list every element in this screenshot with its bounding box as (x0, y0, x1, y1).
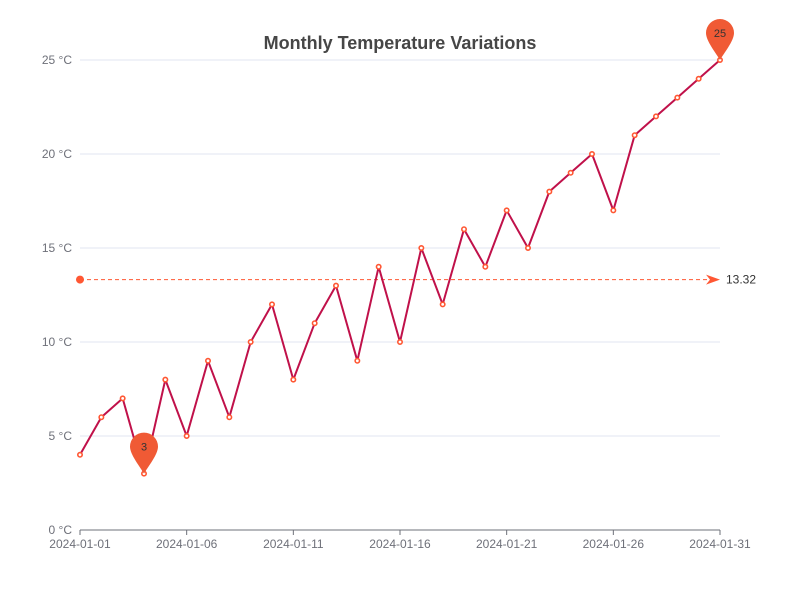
y-tick-label: 25 °C (42, 53, 72, 67)
data-point (290, 376, 297, 383)
data-point (354, 357, 361, 364)
data-point (610, 207, 617, 214)
temperature-series (77, 56, 723, 477)
data-point (588, 151, 595, 158)
x-tick-label: 2024-01-01 (49, 537, 111, 551)
x-tick-label: 2024-01-16 (369, 537, 431, 551)
x-tick-label: 2024-01-26 (583, 537, 645, 551)
x-tick-label: 2024-01-11 (263, 537, 324, 551)
data-point (396, 338, 403, 345)
x-tick-label: 2024-01-31 (689, 537, 751, 551)
max-marker-label: 25 (714, 28, 726, 40)
grid-lines (80, 59, 720, 437)
data-point (567, 169, 574, 176)
y-tick-label: 10 °C (42, 335, 72, 349)
data-point (375, 263, 382, 270)
data-point (674, 94, 681, 101)
data-point (482, 263, 489, 270)
data-point (695, 75, 702, 82)
max-marker-pin (706, 19, 734, 60)
y-tick-label: 20 °C (42, 147, 72, 161)
data-point (162, 376, 169, 383)
data-point (652, 113, 659, 120)
data-point (418, 245, 425, 252)
average-mark-line: 13.32 (76, 273, 756, 287)
data-point (119, 395, 126, 402)
series-line (79, 59, 721, 475)
data-point (247, 338, 254, 345)
data-point (205, 357, 212, 364)
average-line-label: 13.32 (726, 273, 756, 287)
data-point (226, 414, 233, 421)
y-tick-label: 5 °C (49, 429, 73, 443)
data-point (332, 282, 339, 289)
data-point (460, 226, 467, 233)
min-marker-label: 3 (141, 442, 147, 454)
data-point (503, 207, 510, 214)
data-point (631, 132, 638, 139)
x-tick-label: 2024-01-21 (476, 537, 538, 551)
data-point (77, 451, 84, 458)
data-point (183, 432, 190, 439)
y-tick-label: 0 °C (49, 523, 73, 537)
data-point (546, 188, 553, 195)
min-max-markers: 3 25 (130, 19, 734, 474)
axes: 0 °C 5 °C 10 °C 15 °C 20 °C 25 °C 2024-01-01 20… (42, 53, 751, 551)
average-line-arrow (706, 274, 720, 285)
data-point (98, 414, 105, 421)
x-tick-label: 2024-01-06 (156, 537, 218, 551)
data-point (268, 301, 275, 308)
y-tick-label: 15 °C (42, 241, 72, 255)
data-point (311, 320, 318, 327)
min-marker-pin (130, 432, 159, 474)
data-point (439, 301, 446, 308)
chart-title: Monthly Temperature Variations (264, 33, 537, 53)
data-point (524, 245, 531, 252)
